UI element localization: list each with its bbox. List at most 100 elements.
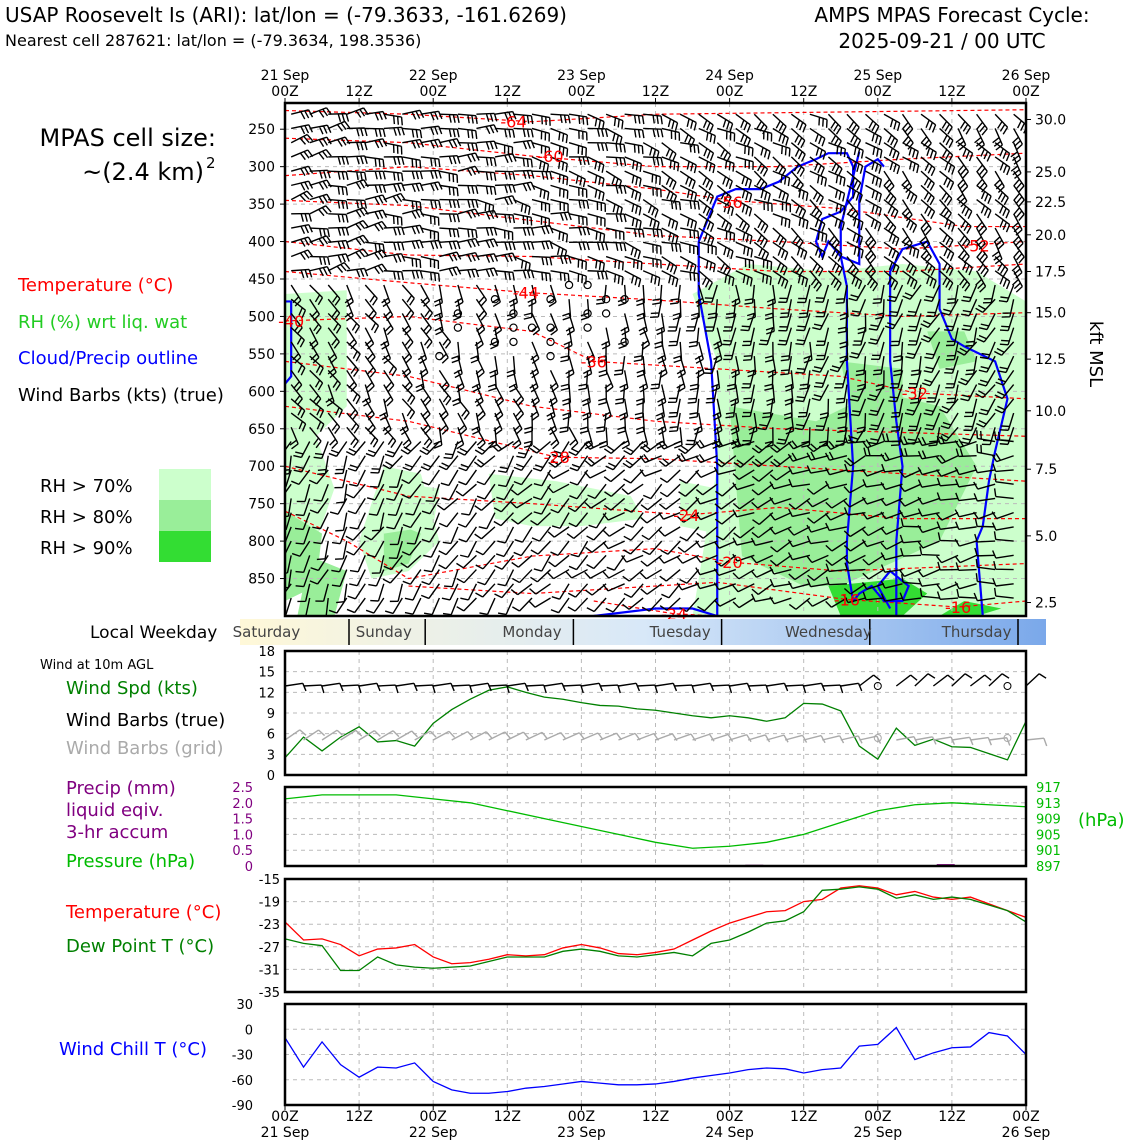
wind-barb [365,127,386,138]
wind-barb [828,184,846,202]
wind-barb [923,355,941,374]
height-tick-label: 17.5 [1035,265,1066,281]
wind-barb [421,498,440,515]
wind-barb [797,284,811,304]
wind-barb [364,284,378,306]
wind-barb [939,213,956,232]
wind-barb [843,497,866,508]
wind-barb-true [470,682,492,692]
wind-barb [994,341,1015,356]
wind-barb [772,198,791,213]
wind-barb [440,469,459,487]
wind-barb [944,355,959,374]
wind-barb [974,547,996,557]
wind-barb [957,199,973,219]
wind-barb [751,497,774,509]
wind-barb [328,155,350,165]
wind-barb [920,213,932,236]
wind-barb [698,270,713,291]
wind-barb [498,455,515,473]
y-tick-label: -27 [259,941,280,956]
time-tick-label: 12Z [345,1109,372,1125]
y-tick-label: 917 [1036,781,1061,796]
wind-barb [994,199,1010,219]
wind-barb [550,254,572,265]
wind-barb [457,208,480,219]
wind-barb [295,498,311,517]
y-tick-label: 0 [245,1023,253,1038]
wind-barb-grid [822,735,845,744]
wind-barb [497,526,515,544]
wind-barb [602,568,625,579]
wind-barb [438,412,449,435]
wind-barb [529,355,540,379]
wind-barb [621,483,644,495]
wind-barb [769,481,792,490]
wind-barb [328,597,348,614]
wind-barb [604,483,626,497]
wind-barb [975,573,996,585]
wind-barb [436,497,459,511]
windchill-label: Wind Chill T (°C) [59,1039,207,1060]
wind-barb [477,569,496,586]
wind-barb [346,597,366,614]
wind-barb [661,198,682,211]
wind-barb [772,184,790,203]
wind-barb [290,327,305,348]
wind-barb [837,412,848,433]
wind-barb [976,142,992,162]
time-tick-date: 23 Sep [557,1125,606,1140]
wind-barb [883,184,897,207]
wind-barb [642,142,660,160]
wind-barb [549,426,560,450]
wind-barb [383,355,398,377]
wind-barb [368,569,385,587]
wind-barb [735,198,753,217]
wind-barb [809,199,823,221]
weekday-label: Sunday [356,623,412,641]
wind-barb [868,313,885,331]
wind-barb [772,142,791,157]
wind-barb [365,441,385,458]
wind-barb [827,255,843,276]
wind-barb [476,226,498,236]
wind-barb [401,284,415,306]
wind-barb [458,455,478,472]
wind-barb [476,469,496,486]
wind-barb [642,540,663,556]
wind-barb [569,198,590,209]
wind-barb [568,255,587,270]
wind-barb [905,341,922,359]
wind-barb [661,255,678,275]
wind-barb [474,441,496,455]
wind-barb [806,578,829,588]
wind-barb [361,384,372,407]
y-tick-label: 18 [258,645,275,660]
wind-barb [423,540,441,558]
wind-barb [438,512,459,528]
wind-barb [956,341,978,356]
wind-barb [900,447,922,457]
wind-barb [402,224,424,235]
wind-barb [381,341,392,365]
wind-barb [920,156,936,177]
legend-cloud: Cloud/Precip outline [18,348,198,369]
wind-barb [846,170,862,191]
wind-barb [769,496,792,505]
wind-barb [587,170,605,187]
wind-barb [513,169,535,179]
time-tick-label: 00Z [271,84,298,100]
wind-barb [898,469,922,479]
calm-circle [509,309,518,318]
wind-barb [424,512,441,531]
wind-barb [954,581,977,590]
wind-barb [661,170,677,190]
wind-barb [420,110,443,121]
wind-barb [846,113,860,135]
wind-barb [569,483,589,500]
wind-barb [957,213,972,234]
wind-barb [994,156,1011,176]
height-tick-label: 30.0 [1035,112,1066,128]
wind-barb [735,227,753,245]
wind-barb [956,588,977,599]
